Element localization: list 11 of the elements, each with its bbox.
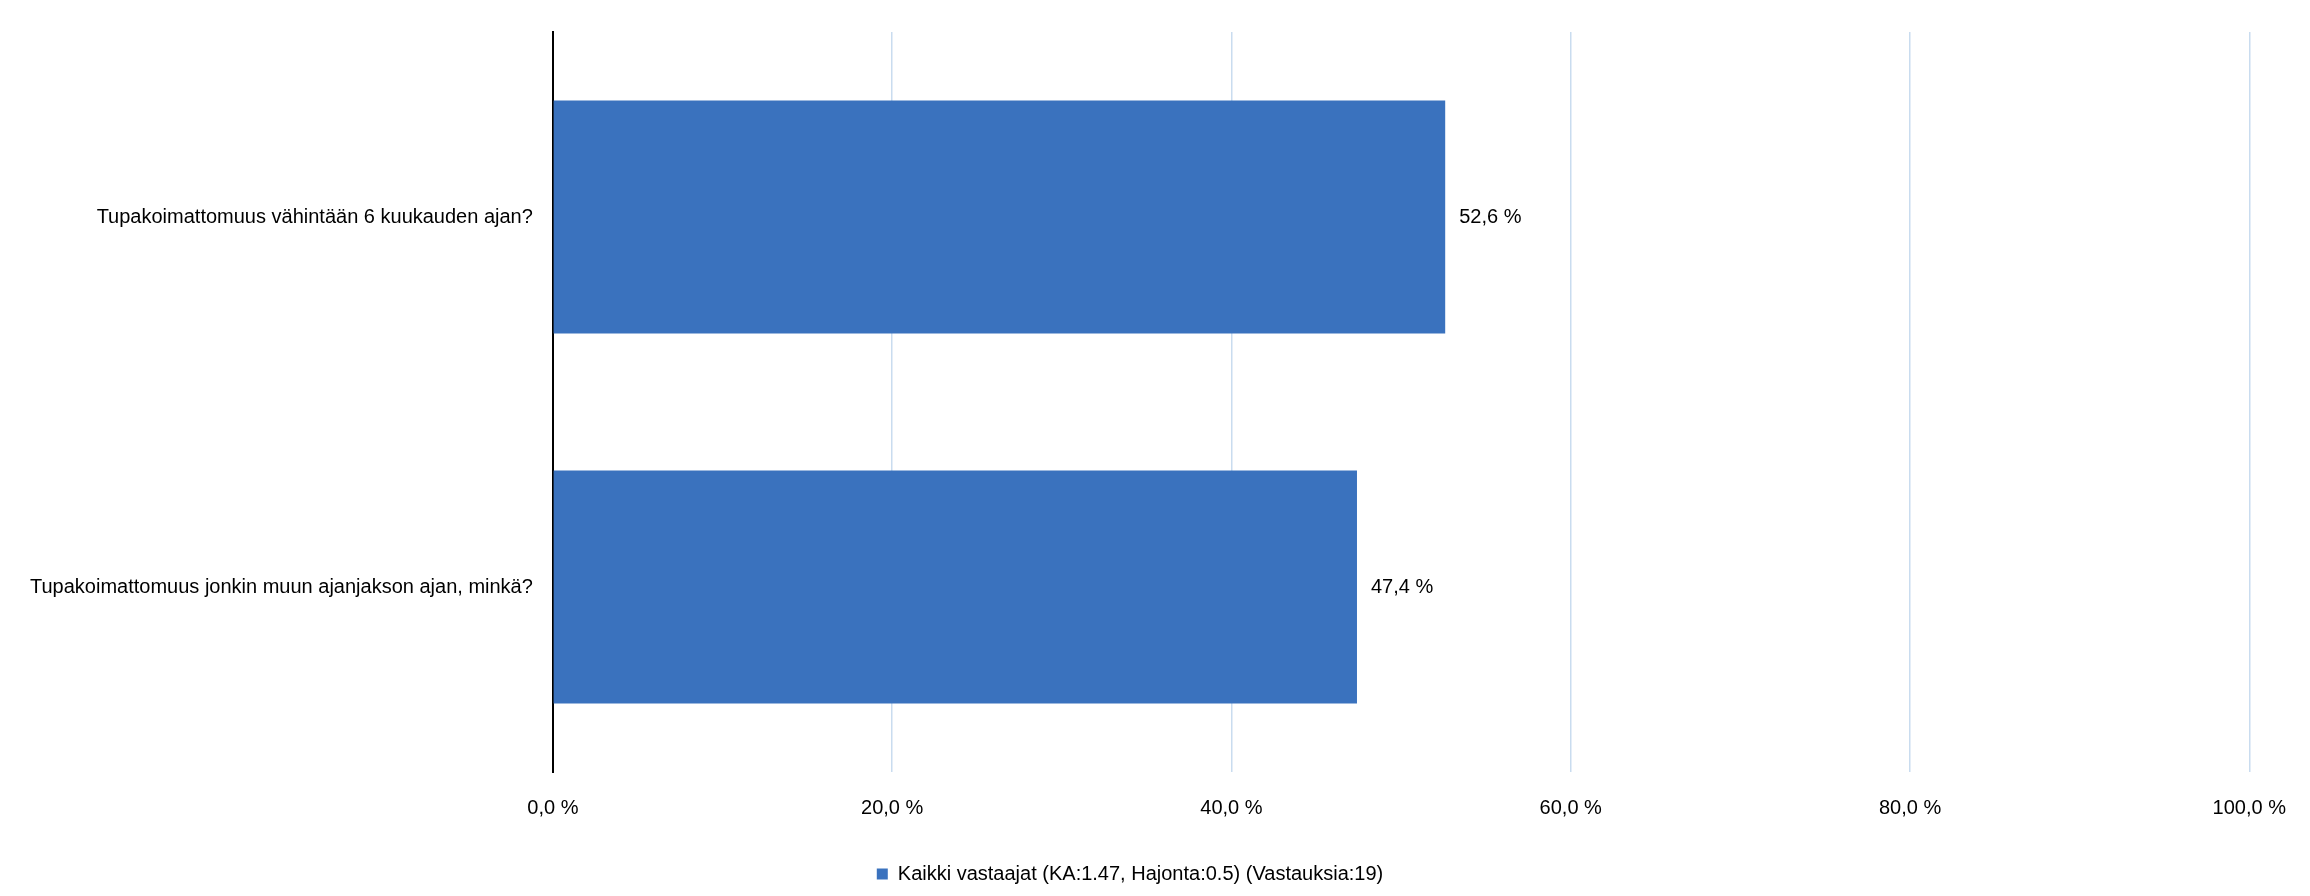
y-tick-label: Tupakoimattomuus jonkin muun ajanjakson ajan, minkä? (30, 574, 533, 597)
x-tick-label: 20,0 % (861, 795, 924, 818)
x-tick-label: 40,0 % (1200, 795, 1263, 818)
x-tick-label: 0,0 % (527, 795, 579, 818)
x-tick-label: 100,0 % (2212, 795, 2287, 818)
data-label: 52,6 % (1459, 204, 1522, 227)
x-tick-label: 60,0 % (1539, 795, 1603, 818)
y-tick-label: Tupakoimattomuus vähintään 6 kuukauden ajan? (96, 204, 533, 227)
legend-label: Kaikki vastaajat (KA:1.47, Hajonta:0.5) (Vastauksia:19) (897, 861, 1384, 884)
data-label: 47,4 % (1370, 574, 1434, 597)
x-tick-label: 80,0 % (1878, 795, 1942, 818)
